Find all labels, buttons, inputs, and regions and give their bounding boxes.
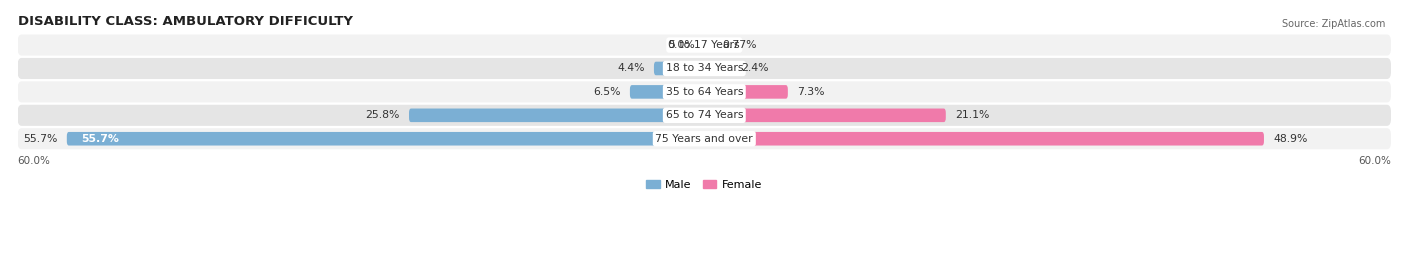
Text: 60.0%: 60.0%	[1358, 156, 1391, 166]
FancyBboxPatch shape	[704, 85, 787, 99]
Text: 21.1%: 21.1%	[955, 110, 990, 120]
Text: Source: ZipAtlas.com: Source: ZipAtlas.com	[1281, 19, 1385, 29]
Text: 0.0%: 0.0%	[668, 40, 695, 50]
Text: 5 to 17 Years: 5 to 17 Years	[669, 40, 740, 50]
FancyBboxPatch shape	[704, 62, 731, 75]
FancyBboxPatch shape	[17, 128, 1391, 149]
Legend: Male, Female: Male, Female	[643, 175, 766, 194]
Text: 7.3%: 7.3%	[797, 87, 824, 97]
Text: 6.5%: 6.5%	[593, 87, 620, 97]
FancyBboxPatch shape	[409, 109, 704, 122]
Text: 4.4%: 4.4%	[617, 64, 645, 73]
Text: 25.8%: 25.8%	[366, 110, 399, 120]
FancyBboxPatch shape	[704, 38, 713, 52]
FancyBboxPatch shape	[17, 105, 1391, 126]
FancyBboxPatch shape	[67, 132, 704, 146]
Text: 0.77%: 0.77%	[723, 40, 756, 50]
Text: 48.9%: 48.9%	[1272, 134, 1308, 144]
Text: DISABILITY CLASS: AMBULATORY DIFFICULTY: DISABILITY CLASS: AMBULATORY DIFFICULTY	[18, 15, 353, 28]
FancyBboxPatch shape	[17, 81, 1391, 102]
Text: 55.7%: 55.7%	[24, 134, 58, 144]
Text: 18 to 34 Years: 18 to 34 Years	[665, 64, 742, 73]
FancyBboxPatch shape	[654, 62, 704, 75]
FancyBboxPatch shape	[630, 85, 704, 99]
Text: 75 Years and over: 75 Years and over	[655, 134, 754, 144]
FancyBboxPatch shape	[704, 132, 1264, 146]
FancyBboxPatch shape	[704, 109, 946, 122]
Text: 55.7%: 55.7%	[82, 134, 120, 144]
Text: 35 to 64 Years: 35 to 64 Years	[665, 87, 742, 97]
FancyBboxPatch shape	[17, 58, 1391, 79]
Text: 60.0%: 60.0%	[18, 156, 51, 166]
Text: 65 to 74 Years: 65 to 74 Years	[665, 110, 742, 120]
FancyBboxPatch shape	[17, 35, 1391, 55]
Text: 2.4%: 2.4%	[741, 64, 769, 73]
